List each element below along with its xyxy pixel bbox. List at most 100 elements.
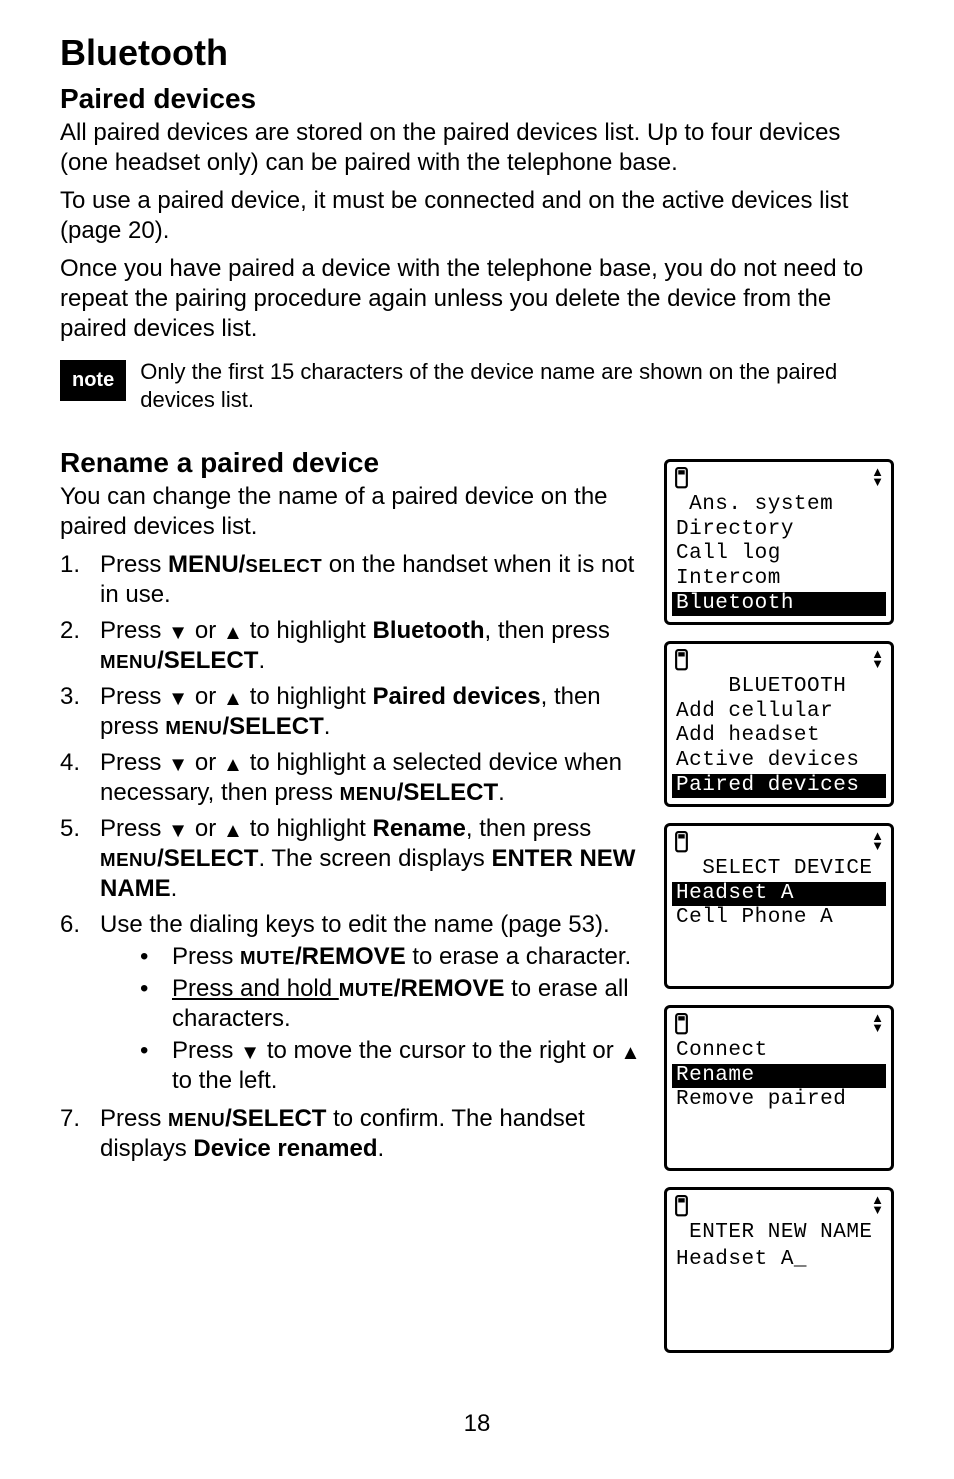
up-triangle-icon: ▲ [223, 755, 243, 775]
mute-remove-label: MUTE/REMOVE [339, 975, 505, 1002]
text-fragment: or [188, 815, 223, 842]
lcd-line-selected: Rename [672, 1064, 886, 1089]
paragraph: To use a paired device, it must be conne… [60, 186, 894, 246]
step-number: 4. [60, 748, 86, 808]
note-text: Only the first 15 characters of the devi… [140, 358, 894, 413]
lcd-line: Connect [672, 1039, 886, 1064]
menu-select-label: MENU/SELECT [168, 551, 322, 578]
step-1: 1. Press MENU/SELECT on the handset when… [60, 550, 646, 610]
text-fragment: Press [100, 1105, 168, 1132]
underlined-text: Press and hold [172, 975, 339, 1002]
lcd-line-selected: Headset A [672, 882, 886, 907]
lcd-screen-3: ▲▼ SELECT DEVICE Headset A Cell Phone A [664, 823, 894, 989]
up-triangle-icon: ▲ [223, 689, 243, 709]
step-number: 6. [60, 910, 86, 1098]
bold-word: Paired devices [373, 683, 541, 710]
text-fragment: to highlight [243, 815, 372, 842]
bullet-icon: • [140, 1036, 154, 1096]
paragraph: All paired devices are stored on the pai… [60, 118, 894, 178]
text-fragment: . The screen displays [258, 845, 491, 872]
text-fragment: to highlight [243, 683, 372, 710]
scroll-arrows-icon: ▲▼ [871, 467, 884, 487]
step-text: Press ▼ or ▲ to highlight Rename, then p… [100, 814, 646, 904]
text-fragment: . [377, 1135, 384, 1162]
text-fragment: to erase a character. [406, 943, 631, 970]
paragraph: Once you have paired a device with the t… [60, 254, 894, 344]
text-fragment: Press [172, 1037, 240, 1064]
menu-select-label: MENU/SELECT [168, 1105, 326, 1132]
text-fragment: . [258, 647, 265, 674]
text-fragment: Press [100, 683, 168, 710]
step-2: 2. Press ▼ or ▲ to highlight Bluetooth, … [60, 616, 646, 676]
menu-select-label: MENU/SELECT [100, 845, 258, 872]
bullet-icon: • [140, 942, 154, 972]
lcd-screen-4: ▲▼ Connect Rename Remove paired [664, 1005, 894, 1171]
down-triangle-icon: ▼ [168, 689, 188, 709]
text-fragment: Press [100, 815, 168, 842]
sub-bullet-list: • Press MUTE/REMOVE to erase a character… [140, 942, 646, 1096]
lcd-line-selected: Paired devices [672, 774, 886, 799]
lcd-line: Cell Phone A [672, 906, 886, 931]
up-triangle-icon: ▲ [223, 623, 243, 643]
lcd-header-line: SELECT DEVICE [672, 857, 886, 882]
step-text: Press ▼ or ▲ to highlight a selected dev… [100, 748, 646, 808]
step-number: 7. [60, 1104, 86, 1164]
scroll-arrows-icon: ▲▼ [871, 1195, 884, 1215]
sub-bullet: • Press and hold MUTE/REMOVE to erase al… [140, 974, 646, 1034]
lcd-line-selected: Bluetooth [672, 592, 886, 617]
phone-icon [674, 1195, 689, 1217]
down-triangle-icon: ▼ [168, 755, 188, 775]
step-number: 1. [60, 550, 86, 610]
step-6: 6. Use the dialing keys to edit the name… [60, 910, 646, 1098]
lcd-screen-1: ▲▼ Ans. system Directory Call log Interc… [664, 459, 894, 625]
lcd-line: Add headset [672, 724, 886, 749]
scroll-arrows-icon: ▲▼ [871, 649, 884, 669]
lcd-line: Add cellular [672, 700, 886, 725]
down-triangle-icon: ▼ [168, 821, 188, 841]
lcd-screen-2: ▲▼ BLUETOOTH Add cellular Add headset Ac… [664, 641, 894, 807]
text-fragment: to the left. [172, 1067, 277, 1094]
text-fragment: , then press [484, 617, 609, 644]
text-fragment: . [324, 713, 331, 740]
bullet-text: Press ▼ to move the cursor to the right … [172, 1036, 646, 1096]
text-fragment: . [171, 875, 178, 902]
step-number: 5. [60, 814, 86, 904]
lcd-line: Intercom [672, 567, 886, 592]
step-text: Press ▼ or ▲ to highlight Paired devices… [100, 682, 646, 742]
bullet-icon: • [140, 974, 154, 1034]
lcd-line: Directory [672, 518, 886, 543]
menu-select-label: MENU/SELECT [165, 713, 323, 740]
paragraph: You can change the name of a paired devi… [60, 482, 646, 542]
text-fragment: Press [100, 617, 168, 644]
step-text: Press MENU/SELECT on the handset when it… [100, 550, 646, 610]
text-fragment: Press [100, 551, 168, 578]
phone-icon [674, 831, 689, 853]
phone-icon [674, 649, 689, 671]
page-title: Bluetooth [60, 30, 894, 75]
step-text: Press MENU/SELECT to confirm. The handse… [100, 1104, 646, 1164]
lcd-line: Ans. system [672, 493, 886, 518]
text-fragment: Use the dialing keys to edit the name (p… [100, 911, 610, 938]
lcd-header-line: BLUETOOTH [672, 675, 886, 700]
step-number: 3. [60, 682, 86, 742]
section-paired-devices-title: Paired devices [60, 81, 894, 116]
scroll-arrows-icon: ▲▼ [871, 831, 884, 851]
page-number: 18 [60, 1409, 894, 1439]
text-fragment: , then press [466, 815, 591, 842]
down-triangle-icon: ▼ [168, 623, 188, 643]
phone-icon [674, 1013, 689, 1035]
scroll-arrows-icon: ▲▼ [871, 1013, 884, 1033]
step-4: 4. Press ▼ or ▲ to highlight a selected … [60, 748, 646, 808]
mute-remove-label: MUTE/REMOVE [240, 943, 406, 970]
step-7: 7. Press MENU/SELECT to confirm. The han… [60, 1104, 646, 1164]
up-triangle-icon: ▲ [620, 1043, 640, 1063]
section-rename-title: Rename a paired device [60, 445, 646, 480]
step-3: 3. Press ▼ or ▲ to highlight Paired devi… [60, 682, 646, 742]
step-number: 2. [60, 616, 86, 676]
lcd-line: Call log [672, 542, 886, 567]
lcd-line: Active devices [672, 749, 886, 774]
text-fragment: or [188, 683, 223, 710]
phone-icon [674, 467, 689, 489]
sub-bullet: • Press ▼ to move the cursor to the righ… [140, 1036, 646, 1096]
text-fragment: Press [100, 749, 168, 776]
